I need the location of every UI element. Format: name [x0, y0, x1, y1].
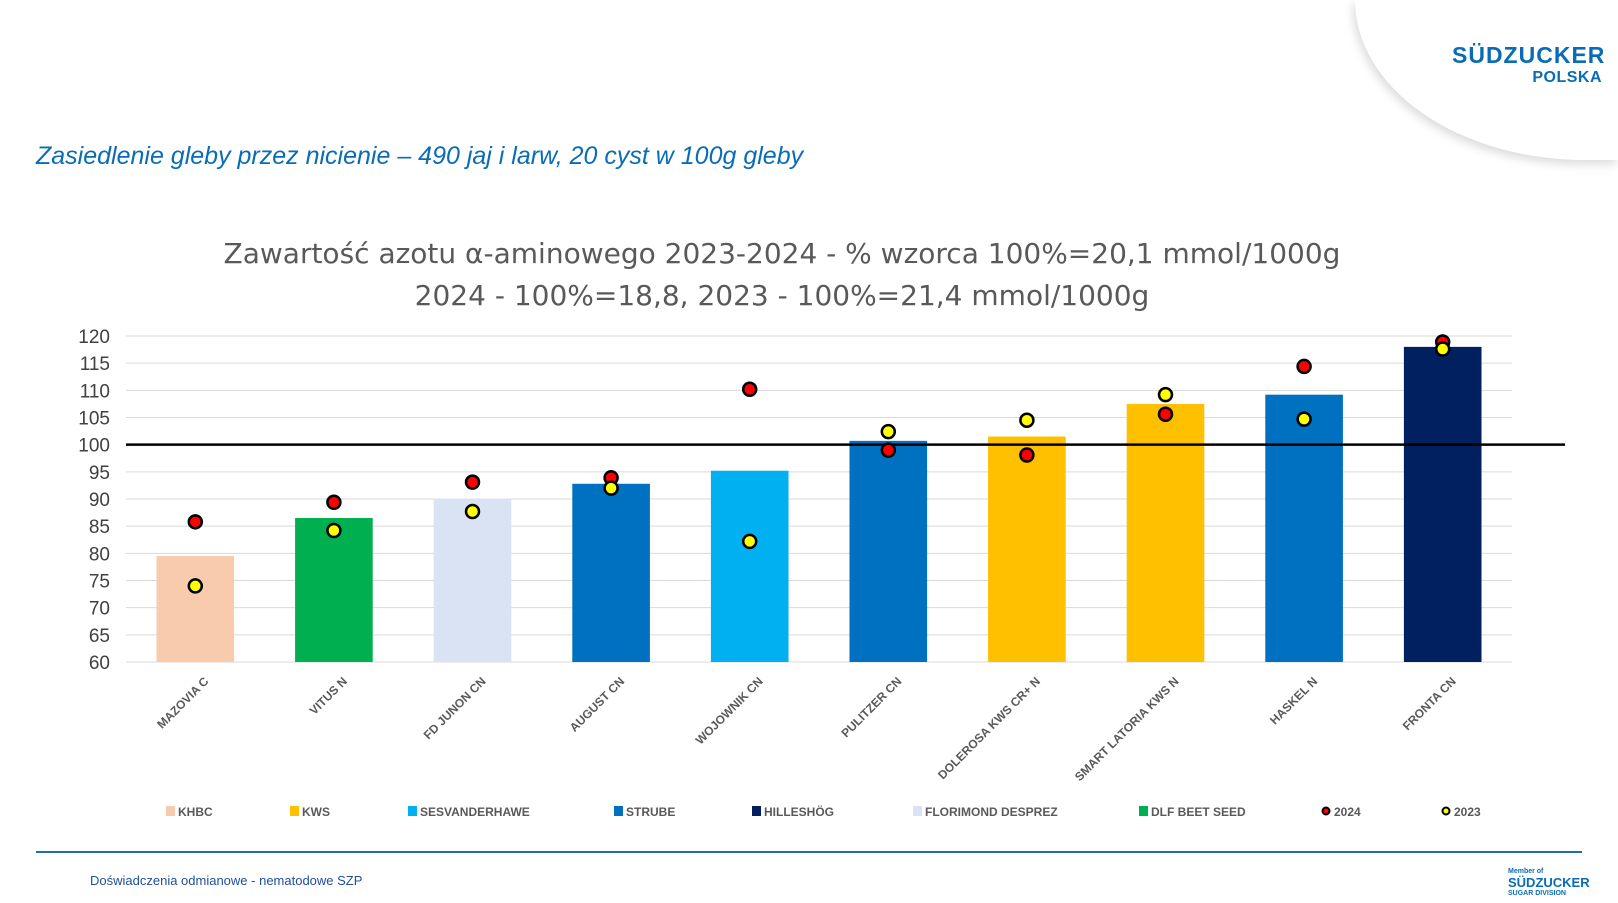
- point-2023: [464, 503, 481, 520]
- y-tick-label: 120: [78, 327, 110, 348]
- x-tick-label: DOLEROSA KWS CR+ N: [935, 674, 1043, 782]
- point-2023: [603, 480, 619, 496]
- point-2024: [741, 381, 758, 397]
- bar-smart-latoria-kws-n: [1126, 403, 1205, 662]
- legend-label: KHBC: [178, 805, 213, 819]
- y-tick-label: 80: [89, 544, 110, 565]
- x-tick-label: HASKEL N: [1267, 674, 1320, 727]
- x-tick-label: VITUS N: [307, 674, 350, 717]
- point-2024: [1296, 358, 1312, 375]
- footer-logo-sub: SUGAR DIVISION: [1508, 890, 1566, 897]
- point-2023: [1019, 412, 1035, 428]
- y-tick-label: 90: [89, 490, 110, 511]
- bar-mazovia-c: [156, 556, 235, 662]
- y-tick-label: 60: [89, 653, 110, 674]
- point-2024: [880, 442, 897, 458]
- x-tick-label: PULITZER CN: [838, 674, 904, 740]
- footer-text: Doświadczenia odmianowe - nematodowe SZP: [90, 873, 363, 888]
- slide-subtitle: Zasiedlenie gleby przez nicienie – 490 j…: [36, 142, 804, 170]
- y-tick-label: 65: [89, 626, 110, 647]
- bar-vitus-n: [295, 518, 373, 662]
- footer-logo-main: SÜDZUCKER: [1508, 875, 1590, 890]
- point-2023: [1157, 386, 1174, 403]
- legend-label: FLORIMOND DESPREZ: [925, 805, 1058, 819]
- legend-marker-2023: [1441, 806, 1451, 816]
- legend-label: KWS: [302, 805, 330, 819]
- y-tick-label: 100: [78, 436, 110, 457]
- legend-swatch: [1139, 806, 1148, 816]
- bar-wojownik-cn: [710, 470, 789, 662]
- legend-swatch: [752, 806, 761, 816]
- footer-logo: Member of SÜDZUCKER SUGAR DIVISION: [1508, 866, 1590, 899]
- point-2024: [1157, 406, 1174, 422]
- y-tick-label: 105: [78, 409, 110, 430]
- point-2024: [1019, 447, 1035, 463]
- x-tick-label: FRONTA CN: [1400, 674, 1459, 733]
- legend-marker-2024: [1321, 806, 1331, 816]
- legend-label: 2023: [1454, 805, 1481, 819]
- legend-swatch: [290, 806, 299, 816]
- legend-label: 2024: [1334, 805, 1361, 819]
- bar-fronta-cn: [1403, 346, 1482, 662]
- sudzucker-logo: SÜDZUCKER POLSKA: [1452, 20, 1606, 87]
- chart-title-line: 2024 - 100%=18,8, 2023 - 100%=21,4 mmol/…: [415, 279, 1150, 312]
- point-2024: [326, 494, 342, 511]
- legend-label: SESVANDERHAWE: [420, 805, 530, 819]
- bar-pulitzer-cn: [849, 440, 928, 662]
- y-tick-label: 95: [89, 463, 110, 484]
- footer-divider: [36, 851, 1582, 853]
- legend-swatch: [166, 806, 175, 816]
- point-2023: [880, 423, 897, 440]
- bar-august-cn: [572, 483, 650, 662]
- bar-dolerosa-kws-cr-n: [988, 436, 1066, 662]
- footer-logo-top: Member of: [1508, 868, 1544, 875]
- x-tick-label: FD JUNON CN: [421, 674, 489, 742]
- point-2024: [187, 514, 204, 530]
- x-tick-label: SMART LATORIA KWS N: [1072, 674, 1182, 784]
- bar-haskel-n: [1265, 394, 1343, 662]
- legend-label: HILLESHÖG: [764, 804, 834, 819]
- point-2024: [464, 474, 481, 490]
- legend-swatch: [913, 806, 922, 816]
- chart-title-line: Zawartość azotu α-aminowego 2023-2024 - …: [224, 237, 1341, 270]
- x-tick-label: MAZOVIA C: [154, 674, 211, 731]
- y-tick-label: 85: [89, 517, 110, 538]
- logo-main-text: SÜDZUCKER: [1452, 42, 1606, 68]
- point-2023: [1434, 341, 1451, 357]
- logo-sub-text: POLSKA: [1532, 69, 1602, 86]
- y-tick-label: 70: [89, 599, 110, 620]
- y-tick-label: 75: [89, 572, 110, 593]
- legend-label: DLF BEET SEED: [1151, 805, 1246, 819]
- legend-swatch: [408, 806, 417, 816]
- legend-swatch: [614, 806, 623, 816]
- y-tick-label: 110: [80, 381, 110, 402]
- point-2023: [1296, 411, 1312, 427]
- y-tick-label: 115: [80, 354, 110, 375]
- point-2023: [187, 578, 204, 594]
- point-2023: [326, 522, 342, 539]
- bar-fd-junon-cn: [433, 498, 512, 662]
- point-2023: [741, 533, 758, 550]
- x-tick-label: WOJOWNIK CN: [693, 674, 766, 747]
- x-tick-label: AUGUST CN: [567, 674, 627, 734]
- legend-label: STRUBE: [626, 805, 675, 819]
